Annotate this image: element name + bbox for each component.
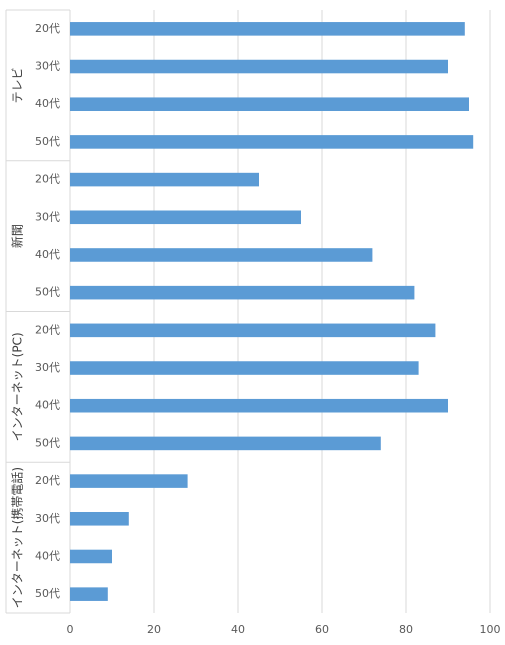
bar-0-2: [70, 97, 469, 112]
category-label: 20代: [35, 22, 60, 35]
category-label: 20代: [35, 474, 60, 487]
x-tick-label: 80: [399, 623, 413, 636]
bar-0-0: [70, 22, 465, 36]
bar-1-2: [70, 248, 373, 262]
category-label: 40代: [35, 248, 60, 261]
bar-2-3: [70, 436, 381, 451]
category-label: 30代: [35, 361, 60, 374]
category-label: 30代: [35, 210, 60, 223]
category-label: 20代: [35, 173, 60, 186]
category-label: 30代: [35, 60, 60, 73]
x-tick-label: 40: [231, 623, 245, 636]
bar-3-1: [70, 511, 129, 526]
x-tick-label: 20: [147, 623, 161, 636]
x-tick-label: 60: [315, 623, 329, 636]
bar-2-2: [70, 398, 448, 413]
category-label: 20代: [35, 323, 60, 336]
bar-1-1: [70, 210, 301, 225]
bar-3-3: [70, 587, 108, 601]
group-label-0: テレビ: [11, 67, 25, 103]
category-labels: 20代 30代 40代 50代 20代 30代 40代 50代 20代 30代 40代 50代 20代 3…: [35, 22, 60, 600]
x-tick-label: 100: [480, 623, 501, 636]
category-label: 40代: [35, 399, 60, 412]
bar-3-0: [70, 474, 188, 488]
group-label-1: 新聞: [10, 224, 25, 248]
bars: [70, 22, 474, 601]
bar-3-2: [70, 549, 112, 564]
category-label: 50代: [35, 436, 60, 449]
bar-1-3: [70, 285, 415, 300]
bar-2-0: [70, 323, 436, 338]
category-label: 50代: [35, 135, 60, 148]
group-label-3: インターネット(携帯電話): [10, 467, 25, 608]
category-label: 40代: [35, 549, 60, 562]
x-tick-label: 0: [67, 623, 74, 636]
bar-0-1: [70, 59, 448, 74]
x-axis-tick-labels: 0 20 40 60 80 100: [67, 623, 501, 636]
bar-2-1: [70, 361, 419, 375]
bar-1-0: [70, 172, 259, 187]
bar-0-3: [70, 135, 474, 149]
category-label: 40代: [35, 97, 60, 110]
category-label: 30代: [35, 512, 60, 525]
category-label: 50代: [35, 587, 60, 600]
category-label: 50代: [35, 286, 60, 299]
group-label-2: インターネット(PC): [11, 332, 25, 441]
